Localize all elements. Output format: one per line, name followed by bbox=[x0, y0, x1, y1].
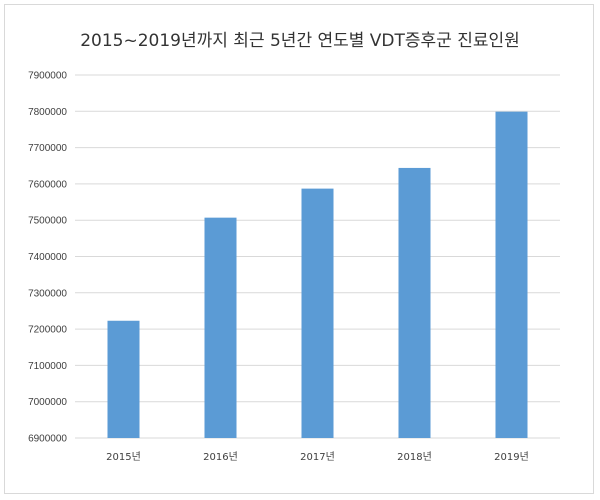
y-tick-label-4: 7300000 bbox=[28, 288, 67, 299]
x-category-label-4: 2019년 bbox=[494, 451, 529, 463]
y-axis-tick-labels: 6900000 7000000 7100000 7200000 7300000 74000… bbox=[28, 71, 67, 445]
y-tick-label-7: 7600000 bbox=[28, 179, 67, 190]
chart-title: 2015~2019년까지 최근 5년간 연도별 VDT증후군 진료인원 bbox=[80, 31, 520, 51]
y-tick-label-1: 7000000 bbox=[28, 397, 67, 408]
x-category-label-3: 2018년 bbox=[397, 451, 432, 463]
y-tick-label-10: 7900000 bbox=[28, 71, 67, 82]
y-tick-label-3: 7200000 bbox=[28, 325, 67, 336]
x-axis-category-labels: 2015년 2016년 2017년 2018년 2019년 bbox=[106, 451, 529, 463]
x-category-label-0: 2015년 bbox=[106, 451, 141, 463]
y-tick-label-2: 7100000 bbox=[28, 361, 67, 372]
x-category-label-1: 2016년 bbox=[203, 451, 238, 463]
y-tick-label-5: 7400000 bbox=[28, 252, 67, 263]
x-category-label-2: 2017년 bbox=[300, 451, 335, 463]
y-tick-label-8: 7700000 bbox=[28, 143, 67, 154]
bar-2017년 bbox=[301, 188, 334, 438]
y-tick-label-9: 7800000 bbox=[28, 107, 67, 118]
y-tick-label-0: 6900000 bbox=[28, 434, 67, 445]
bars-layer bbox=[107, 111, 528, 439]
y-tick-label-6: 7500000 bbox=[28, 216, 67, 227]
bar-2019년 bbox=[495, 111, 528, 439]
bar-2015년 bbox=[107, 320, 140, 438]
bar-2016년 bbox=[204, 217, 237, 438]
bar-2018년 bbox=[398, 167, 431, 439]
